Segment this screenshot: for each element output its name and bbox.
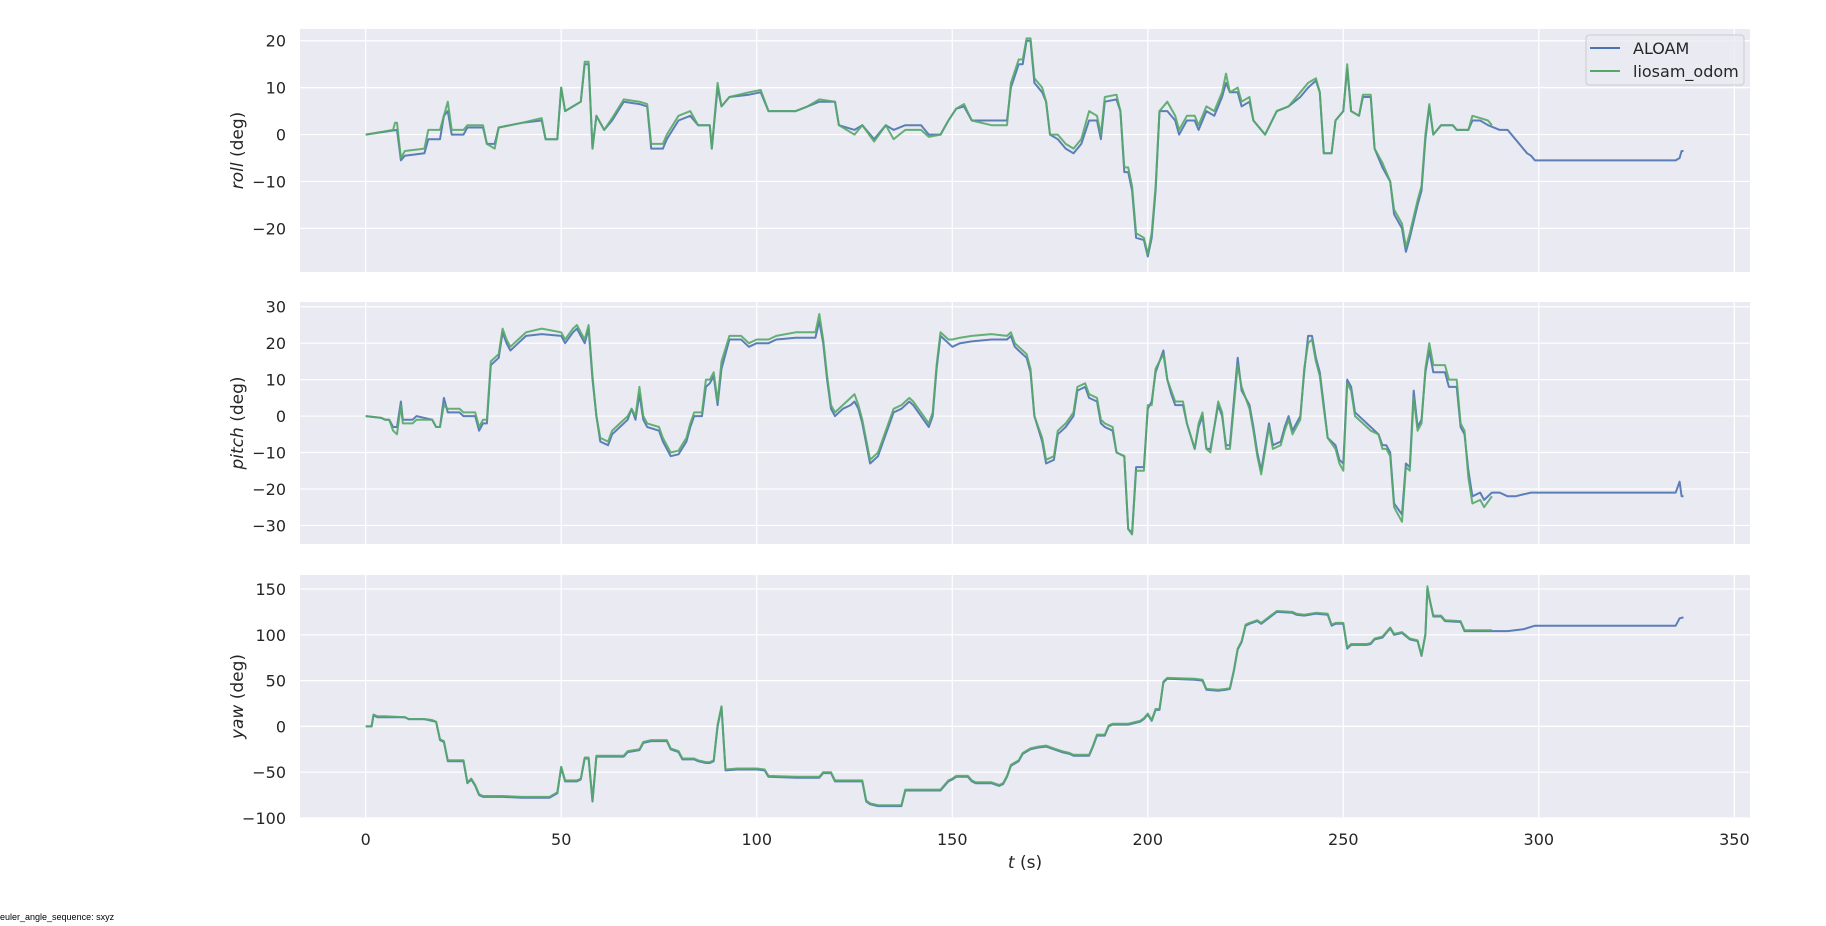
subplot-yaw: 0 50 100 150 200 250 300 350 −100 −50 0 50 100 150 yaw… [228, 575, 1750, 873]
x-axis-label-variable: t [1008, 853, 1016, 873]
x-tick-label: 50 [551, 830, 571, 849]
y-tick-label: 0 [276, 126, 286, 145]
subplot-roll: −20 −10 0 10 20 roll (deg) ALOAM liosam_odom [228, 29, 1750, 272]
y-tick-label: 0 [276, 407, 286, 426]
y-tick-label: −20 [252, 219, 286, 238]
y-tick-label: 10 [266, 371, 286, 390]
x-tick-label: 250 [1328, 830, 1359, 849]
series-line-liosam_odom [365, 313, 1493, 536]
y-tick-label: 20 [266, 334, 286, 353]
y-axis-label-variable: roll [228, 162, 248, 189]
y-tick-label: 20 [266, 32, 286, 51]
y-axis-label-unit: (deg) [228, 376, 248, 427]
series-line-liosam_odom [365, 585, 1492, 807]
y-tick-label: 0 [276, 717, 286, 736]
y-tick-label: −30 [252, 516, 286, 535]
x-axis-label: t (s) [1008, 853, 1042, 873]
plot-background [300, 29, 1750, 272]
legend-label: ALOAM [1633, 39, 1689, 58]
legend-box [1585, 34, 1745, 86]
y-tick-label: −10 [252, 172, 286, 191]
y-axis-label: roll (deg) [228, 112, 248, 190]
y-tick-label: 150 [255, 580, 286, 599]
y-tick-label: 100 [255, 626, 286, 645]
y-tick-label: −20 [252, 480, 286, 499]
y-tick-label: 30 [266, 298, 286, 317]
x-tick-label: 200 [1133, 830, 1164, 849]
y-tick-label: −10 [252, 444, 286, 463]
y-axis-label-unit: (deg) [228, 112, 248, 163]
legend: ALOAM liosam_odom [1585, 34, 1745, 86]
x-tick-label: 150 [937, 830, 968, 849]
y-tick-label: 10 [266, 79, 286, 98]
plot-background [300, 575, 1750, 818]
x-tick-label: 0 [361, 830, 371, 849]
y-axis-label: pitch (deg) [228, 376, 248, 470]
y-tick-label: 50 [266, 672, 286, 691]
euler-sequence-note: euler_angle_sequence: sxyz [0, 912, 115, 922]
x-tick-label: 100 [741, 830, 772, 849]
y-tick-label: −100 [242, 809, 286, 828]
x-axis-label-unit: (s) [1015, 853, 1043, 873]
y-tick-label: −50 [252, 763, 286, 782]
plot-background [300, 302, 1750, 544]
series-line-liosam_odom [365, 37, 1493, 256]
x-tick-label: 350 [1719, 830, 1750, 849]
y-axis-label-unit: (deg) [228, 654, 248, 705]
legend-label: liosam_odom [1633, 62, 1739, 82]
y-axis-label-variable: pitch [228, 427, 248, 470]
y-axis-label-variable: yaw [228, 705, 248, 740]
subplot-pitch: −30 −20 −10 0 10 20 30 pitch (deg) [228, 298, 1750, 544]
x-tick-label: 300 [1524, 830, 1555, 849]
y-axis-label: yaw (deg) [228, 654, 248, 740]
